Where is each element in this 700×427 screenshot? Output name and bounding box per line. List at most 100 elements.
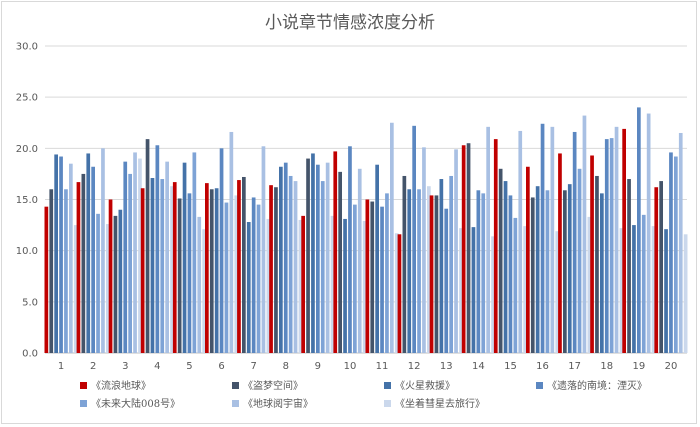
bar <box>261 146 266 353</box>
y-tick-label: 15.0 <box>16 195 38 206</box>
bar <box>434 195 439 353</box>
bar <box>632 225 636 353</box>
bar <box>526 166 530 353</box>
bar <box>108 199 113 353</box>
x-tick-label: 6 <box>218 361 224 372</box>
bar <box>170 186 174 353</box>
bar <box>205 183 209 353</box>
bar <box>298 219 303 353</box>
legend-swatch <box>232 400 239 407</box>
bar <box>234 195 239 353</box>
x-tick-label: 10 <box>344 361 357 372</box>
bar <box>172 182 177 353</box>
bar <box>523 226 527 353</box>
bar <box>197 216 202 353</box>
bar <box>81 173 86 353</box>
legend-swatch <box>536 382 543 389</box>
x-tick-label: 16 <box>536 361 549 372</box>
bar <box>669 152 673 353</box>
bar <box>402 175 407 353</box>
bar <box>637 107 641 354</box>
bar <box>214 188 219 353</box>
x-tick-label: 1 <box>58 361 64 372</box>
bar <box>246 222 251 353</box>
x-tick-label: 20 <box>665 361 678 372</box>
bar <box>118 209 123 353</box>
chart-title: 小说章节情感浓度分析 <box>265 13 435 33</box>
bar <box>353 204 357 353</box>
bar <box>76 182 81 353</box>
bar <box>54 154 58 353</box>
bar <box>429 195 434 353</box>
bar <box>558 153 562 353</box>
bar <box>491 236 495 353</box>
bar <box>338 171 342 353</box>
bar <box>209 189 214 353</box>
bar <box>545 190 550 353</box>
bar <box>279 166 283 353</box>
bar <box>550 126 555 354</box>
bar <box>678 132 683 353</box>
bar <box>202 229 206 353</box>
y-axis-ticks: 0.0 5.0 10.0 15.0 20.0 25.0 30.0 <box>16 42 38 360</box>
bar <box>412 125 416 353</box>
bar <box>44 206 49 353</box>
bar <box>73 225 78 353</box>
bar <box>333 151 338 353</box>
bar <box>385 193 389 353</box>
bar <box>365 199 370 353</box>
bar <box>587 216 592 353</box>
bar <box>530 197 535 353</box>
bar <box>518 130 523 353</box>
bar <box>567 184 572 353</box>
x-tick-label: 2 <box>90 361 96 372</box>
bar <box>407 189 412 353</box>
x-tick-label: 7 <box>250 361 256 372</box>
y-tick-label: 30.0 <box>16 42 38 53</box>
bar <box>320 181 325 353</box>
bar <box>577 168 582 353</box>
bar <box>683 234 688 353</box>
y-tick-label: 20.0 <box>16 144 38 155</box>
bar <box>619 228 624 353</box>
legend-swatch <box>384 400 391 407</box>
legend-label: 《流浪地球》 <box>91 379 151 392</box>
bar <box>449 175 453 353</box>
bar <box>614 126 619 354</box>
bar <box>459 228 463 353</box>
bar <box>123 161 128 353</box>
bar <box>390 122 394 353</box>
bar <box>311 153 315 353</box>
bar <box>266 218 271 353</box>
bar <box>394 233 399 353</box>
bars <box>44 107 688 354</box>
bar <box>192 152 197 353</box>
x-tick-label: 3 <box>122 361 128 372</box>
legend-label: 《地球阅宇宙》 <box>243 397 313 410</box>
bar <box>439 179 444 353</box>
bar <box>274 187 278 353</box>
x-tick-label: 19 <box>632 361 645 372</box>
bar <box>513 217 518 353</box>
bar <box>540 123 545 353</box>
bar <box>674 156 678 353</box>
bar <box>380 206 384 353</box>
bar <box>604 139 609 353</box>
bar <box>572 131 577 353</box>
bar <box>96 213 100 353</box>
legend-label: 《火星救援》 <box>395 379 455 392</box>
bar <box>498 168 503 353</box>
bar <box>370 201 375 353</box>
bar <box>535 186 540 353</box>
bar <box>609 138 614 353</box>
bar <box>145 139 150 353</box>
bar <box>330 215 335 353</box>
bar <box>590 155 594 353</box>
legend-label: 《遗落的南境：湮灭》 <box>547 379 647 392</box>
bar <box>160 179 165 353</box>
bar <box>348 146 352 353</box>
bar <box>133 152 137 353</box>
bar <box>128 173 132 353</box>
bar <box>219 148 224 353</box>
